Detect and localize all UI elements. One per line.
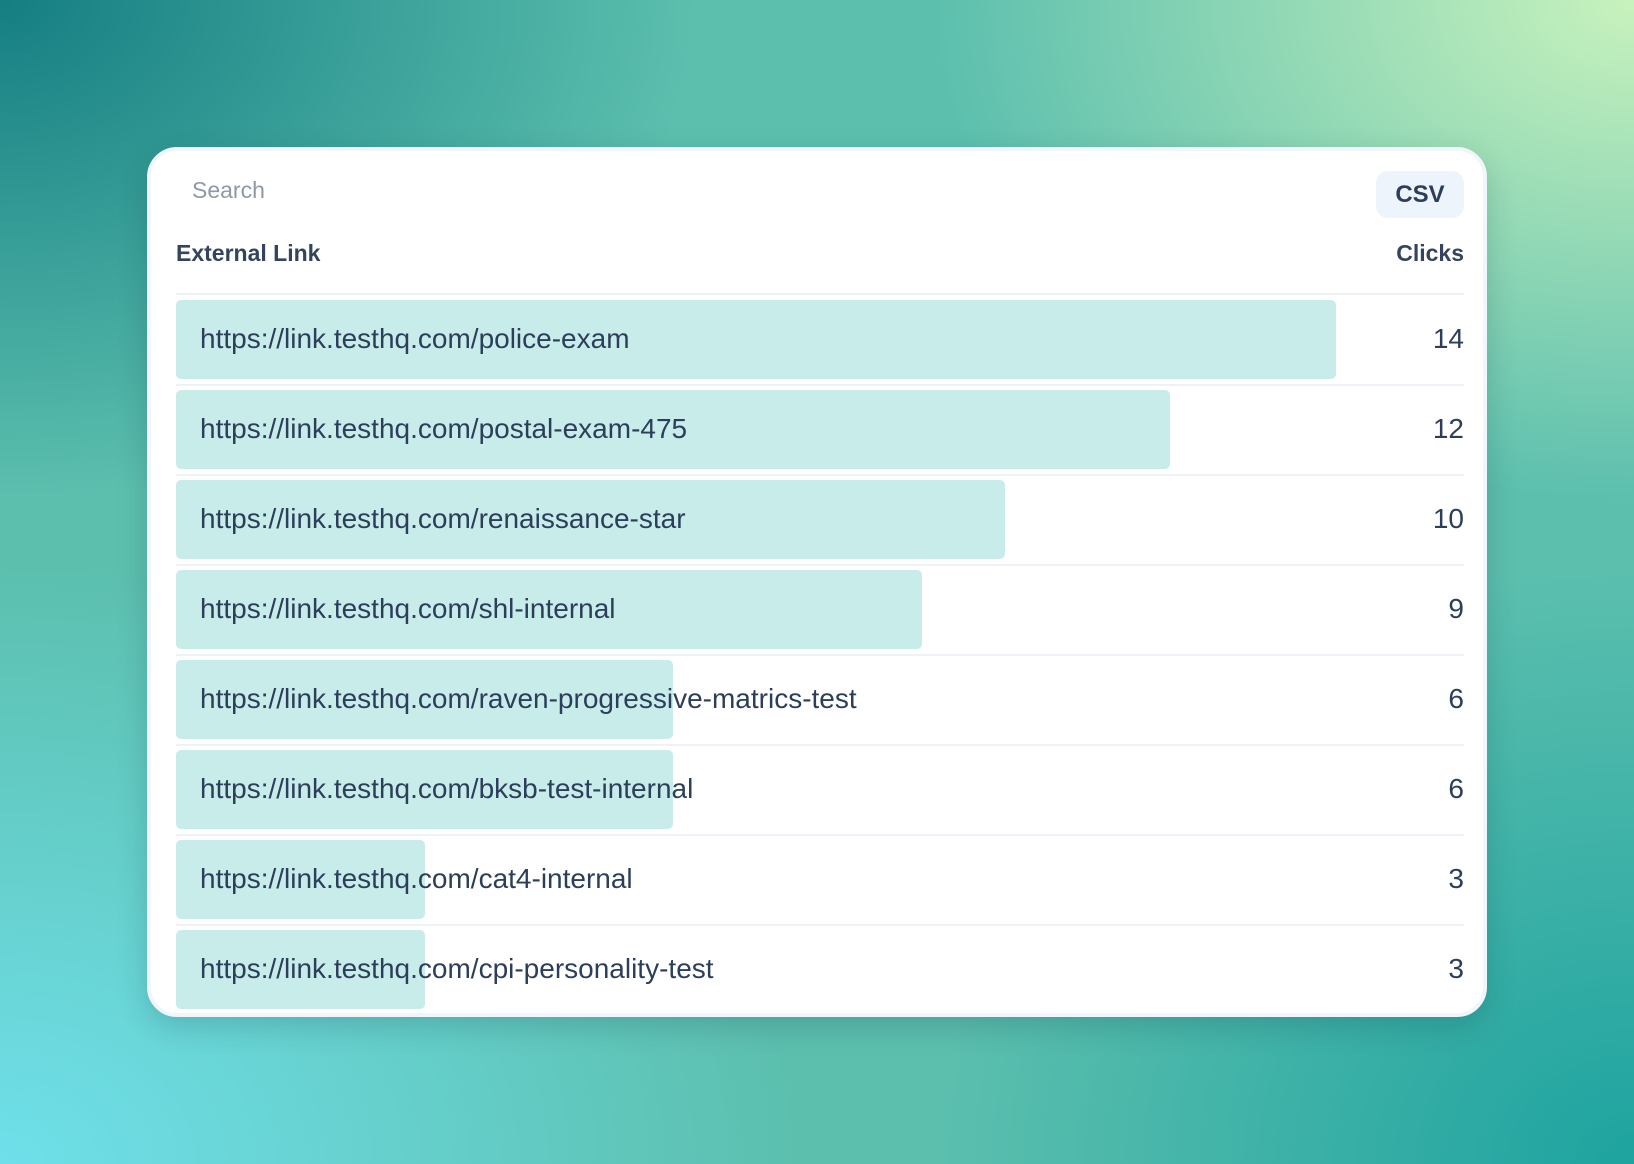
- table-row[interactable]: https://link.testhq.com/bksb-test-intern…: [176, 749, 1464, 839]
- table-row[interactable]: https://link.testhq.com/cpi-personality-…: [176, 929, 1464, 1013]
- click-bar: [176, 480, 1005, 559]
- table-row[interactable]: https://link.testhq.com/renaissance-star…: [176, 479, 1464, 569]
- divider: [176, 834, 1464, 836]
- divider: [176, 293, 1464, 295]
- link-text: https://link.testhq.com/renaissance-star: [200, 503, 686, 534]
- divider: [176, 474, 1464, 476]
- click-count: 3: [1448, 863, 1464, 894]
- click-bar: [176, 840, 425, 919]
- table-row[interactable]: https://link.testhq.com/police-exam 14: [176, 299, 1464, 389]
- link-text: https://link.testhq.com/raven-progressiv…: [200, 683, 857, 714]
- column-header: External Link: [176, 240, 321, 266]
- click-bar: [176, 390, 1171, 469]
- link-text: https://link.testhq.com/cat4-internal: [200, 863, 633, 894]
- table-card: Search CSV External Link Clicks https://…: [147, 147, 1487, 1017]
- click-count: 14: [1432, 323, 1464, 354]
- link-text: https://link.testhq.com/police-exam: [200, 323, 630, 354]
- link-text: https://link.testhq.com/shl-internal: [200, 593, 616, 624]
- divider: [176, 564, 1464, 566]
- click-count: 9: [1448, 593, 1464, 624]
- click-count: 12: [1432, 413, 1464, 444]
- click-bar: [176, 750, 674, 829]
- csv-button[interactable]: CSV: [1376, 171, 1464, 218]
- divider: [176, 654, 1464, 656]
- click-bar: [176, 570, 922, 649]
- table-row[interactable]: https://link.testhq.com/raven-progressiv…: [176, 659, 1464, 749]
- click-count: 10: [1432, 503, 1464, 534]
- divider: [176, 924, 1464, 926]
- table-row[interactable]: https://link.testhq.com/cat4-internal 3: [176, 839, 1464, 929]
- table-row[interactable]: https://link.testhq.com/postal-exam-475 1…: [176, 389, 1464, 479]
- link-text: https://link.testhq.com/cpi-personality-…: [200, 953, 714, 984]
- click-count: 6: [1448, 683, 1464, 714]
- click-count: 3: [1448, 953, 1464, 984]
- click-bar: [176, 300, 1336, 379]
- search-input[interactable]: Search: [192, 177, 265, 203]
- divider: [176, 384, 1464, 386]
- divider: [176, 744, 1464, 746]
- click-count: 6: [1448, 773, 1464, 804]
- link-text: https://link.testhq.com/bksb-test-intern…: [200, 773, 694, 804]
- column-header: Clicks: [1396, 240, 1464, 266]
- table-row[interactable]: https://link.testhq.com/shl-internal 9: [176, 569, 1464, 659]
- click-bar: [176, 660, 674, 739]
- link-text: https://link.testhq.com/postal-exam-475: [200, 413, 688, 444]
- click-bar: [176, 930, 425, 1009]
